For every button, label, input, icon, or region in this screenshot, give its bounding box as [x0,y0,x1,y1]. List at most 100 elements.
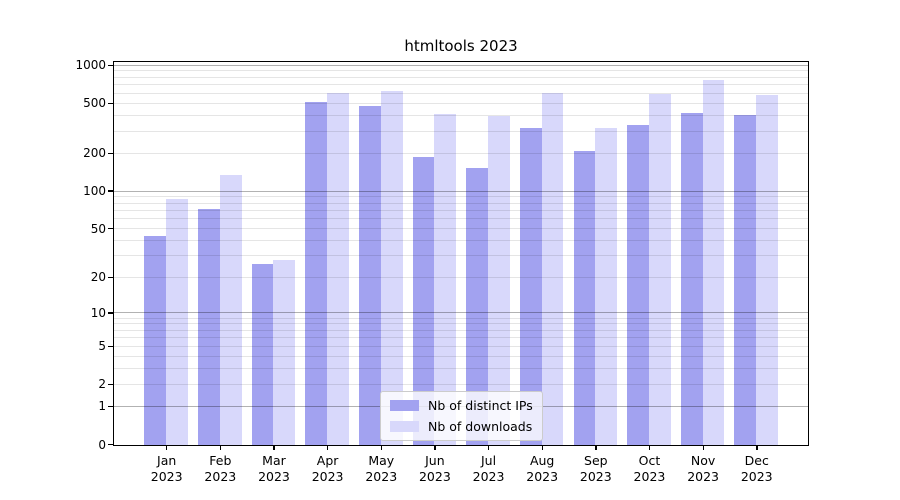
gridline-major [114,190,808,192]
gridline-minor [114,255,808,257]
bar-distinct-ips-feb [198,209,220,445]
x-tick-mark [434,445,436,450]
gridline-minor [114,276,808,278]
x-tick-mark [541,445,543,450]
y-tick-label: 100 [83,183,106,198]
x-tick-label: Mar 2023 [258,453,290,484]
y-tick-mark [108,345,113,347]
gridline-major [114,64,808,66]
bar-downloads-may [380,90,403,445]
y-tick-label: 500 [83,96,106,111]
bar-downloads-jul [488,115,510,445]
bar-distinct-ips-oct [627,124,649,445]
gridline-minor [114,209,808,211]
x-tick-mark [595,445,597,450]
gridline-minor [114,383,808,385]
gridline-minor [114,317,808,319]
bar-distinct-ips-aug [519,127,542,445]
y-tick-mark [108,444,113,446]
bar-downloads-sep [595,127,618,445]
y-tick-mark [108,64,113,66]
legend: Nb of distinct IPs Nb of downloads [380,391,543,441]
legend-item-downloads: Nb of downloads [390,419,533,434]
y-tick-mark [108,152,113,154]
bar-downloads-aug [541,92,564,445]
legend-label-distinct-ips: Nb of distinct IPs [428,398,533,413]
y-tick-label: 20 [90,270,106,285]
x-tick-label: Dec 2023 [740,453,773,484]
x-tick-mark [327,445,329,450]
bar-distinct-ips-nov [680,113,703,445]
y-tick-mark [108,190,113,192]
chart-title: htmltools 2023 [404,37,518,55]
bar-downloads-oct [648,94,671,445]
legend-item-distinct-ips: Nb of distinct IPs [390,398,533,413]
gridline-minor [114,152,808,154]
plot-area: Nb of distinct IPs Nb of downloads [113,61,809,446]
y-tick-label: 1000 [75,58,106,72]
gridline-minor [114,367,808,369]
y-tick-mark [108,383,113,385]
gridline-minor [114,70,808,72]
gridline-minor [114,102,808,104]
x-tick-mark [702,445,704,450]
gridline-minor [114,84,808,86]
gridline-minor [114,345,808,347]
x-tick-mark [273,445,275,450]
y-tick-mark [108,102,113,104]
x-tick-mark [756,445,758,450]
gridline-minor [114,329,808,331]
x-tick-label: May 2023 [365,453,398,484]
legend-swatch-distinct-ips [390,400,419,411]
x-tick-mark [166,445,168,450]
x-tick-label: Jan 2023 [150,453,183,484]
x-tick-label: Oct 2023 [633,453,666,484]
bar-distinct-ips-jan [144,235,167,445]
gridline-minor [114,196,808,198]
x-tick-label: Sep 2023 [579,453,612,484]
y-tick-mark [108,228,113,230]
x-tick-mark [488,445,490,450]
y-tick-label: 5 [98,339,106,354]
bar-downloads-apr [327,92,349,445]
y-tick-label: 1 [98,399,106,414]
bar-downloads-feb [219,175,242,445]
y-tick-label: 200 [83,146,106,161]
bar-distinct-ips-may [358,105,381,445]
gridline-major [114,312,808,314]
gridline-minor [114,114,808,116]
bar-downloads-jun [434,114,457,445]
y-tick-mark [108,276,113,279]
x-tick-label: Nov 2023 [687,453,719,484]
y-tick-mark [108,405,113,408]
gridline-minor [114,202,808,204]
gridline-minor [114,228,808,230]
bar-distinct-ips-jun [412,156,435,445]
bar-downloads-jan [166,199,188,445]
bar-distinct-ips-apr [305,102,328,445]
y-tick-label: 10 [90,305,106,320]
x-tick-mark [648,445,651,450]
x-tick-mark [380,445,383,450]
gridline-minor [114,355,808,357]
bar-distinct-ips-dec [734,115,757,445]
x-tick-label: Jul 2023 [472,453,505,484]
y-tick-label: 50 [90,221,106,236]
bar-downloads-dec [756,94,779,445]
x-tick-label: Aug 2023 [526,453,559,484]
x-tick-label: Apr 2023 [311,453,344,484]
x-tick-label: Feb 2023 [204,453,237,484]
gridline-minor [114,240,808,242]
gridline-minor [114,218,808,220]
y-tick-label: 0 [98,437,106,452]
gridline-minor [114,337,808,339]
gridline-minor [114,92,808,94]
legend-label-downloads: Nb of downloads [428,419,533,434]
x-tick-label: Jun 2023 [418,453,451,484]
y-tick-mark [108,312,113,314]
x-tick-mark [219,445,222,450]
gridline-minor [114,323,808,325]
bar-downloads-nov [702,79,725,445]
bar-distinct-ips-sep [573,151,596,445]
